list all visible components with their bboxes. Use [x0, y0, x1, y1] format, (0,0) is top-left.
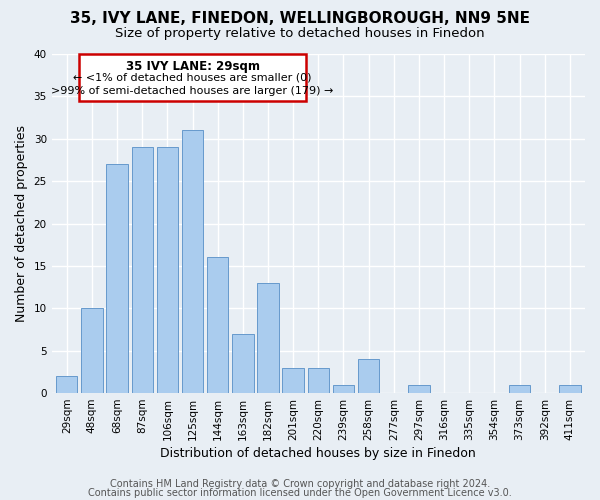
Text: 35, IVY LANE, FINEDON, WELLINGBOROUGH, NN9 5NE: 35, IVY LANE, FINEDON, WELLINGBOROUGH, N… [70, 11, 530, 26]
Bar [182, 130, 203, 393]
FancyBboxPatch shape [79, 54, 306, 100]
Bar [509, 384, 530, 393]
Bar [106, 164, 128, 393]
Bar [131, 147, 153, 393]
Bar [257, 283, 279, 393]
Bar [559, 384, 581, 393]
Text: 35 IVY LANE: 29sqm: 35 IVY LANE: 29sqm [125, 60, 260, 73]
Bar [358, 359, 379, 393]
Bar [81, 308, 103, 393]
Bar [232, 334, 254, 393]
X-axis label: Distribution of detached houses by size in Finedon: Distribution of detached houses by size … [160, 447, 476, 460]
Text: Contains public sector information licensed under the Open Government Licence v3: Contains public sector information licen… [88, 488, 512, 498]
Text: Size of property relative to detached houses in Finedon: Size of property relative to detached ho… [115, 28, 485, 40]
Bar [207, 258, 229, 393]
Text: Contains HM Land Registry data © Crown copyright and database right 2024.: Contains HM Land Registry data © Crown c… [110, 479, 490, 489]
Text: ← <1% of detached houses are smaller (0): ← <1% of detached houses are smaller (0) [73, 72, 312, 83]
Y-axis label: Number of detached properties: Number of detached properties [15, 125, 28, 322]
Text: >99% of semi-detached houses are larger (179) →: >99% of semi-detached houses are larger … [52, 86, 334, 96]
Bar [333, 384, 354, 393]
Bar [157, 147, 178, 393]
Bar [56, 376, 77, 393]
Bar [408, 384, 430, 393]
Bar [283, 368, 304, 393]
Bar [308, 368, 329, 393]
